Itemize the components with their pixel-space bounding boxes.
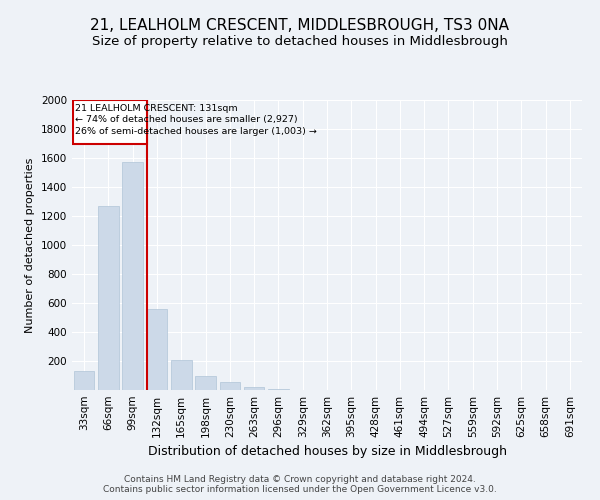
Bar bbox=[195, 376, 216, 390]
Text: Contains HM Land Registry data © Crown copyright and database right 2024.
Contai: Contains HM Land Registry data © Crown c… bbox=[103, 474, 497, 494]
Bar bbox=[146, 309, 167, 390]
X-axis label: Distribution of detached houses by size in Middlesbrough: Distribution of detached houses by size … bbox=[148, 446, 506, 458]
Text: 21 LEALHOLM CRESCENT: 131sqm: 21 LEALHOLM CRESCENT: 131sqm bbox=[75, 104, 238, 114]
Bar bbox=[220, 382, 240, 390]
Text: 21, LEALHOLM CRESCENT, MIDDLESBROUGH, TS3 0NA: 21, LEALHOLM CRESCENT, MIDDLESBROUGH, TS… bbox=[91, 18, 509, 32]
Bar bbox=[122, 162, 143, 390]
Bar bbox=[171, 360, 191, 390]
Text: 26% of semi-detached houses are larger (1,003) →: 26% of semi-detached houses are larger (… bbox=[75, 127, 317, 136]
Bar bbox=[74, 371, 94, 390]
Text: Size of property relative to detached houses in Middlesbrough: Size of property relative to detached ho… bbox=[92, 35, 508, 48]
Bar bbox=[244, 387, 265, 390]
Text: ← 74% of detached houses are smaller (2,927): ← 74% of detached houses are smaller (2,… bbox=[75, 115, 298, 124]
Y-axis label: Number of detached properties: Number of detached properties bbox=[25, 158, 35, 332]
Bar bbox=[98, 206, 119, 390]
Bar bbox=[73, 100, 146, 144]
